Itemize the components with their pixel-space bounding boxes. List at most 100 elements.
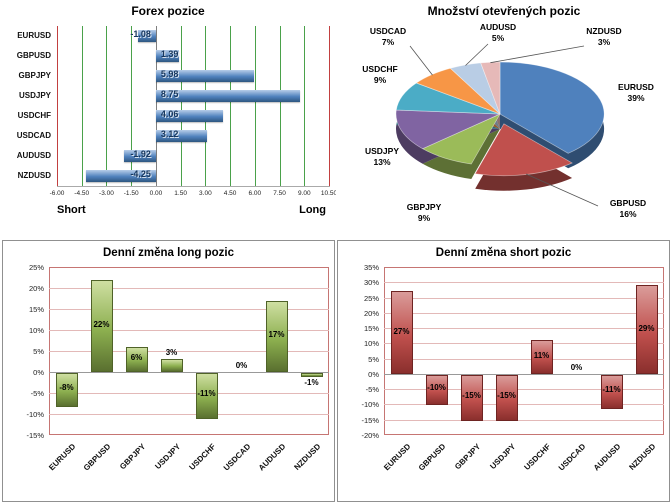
value-label: -11% (602, 384, 621, 394)
x-gridline (180, 26, 182, 186)
value-label: 27% (393, 326, 410, 336)
y-tick-label: 0% (368, 369, 379, 379)
y-tick-label: 0% (33, 368, 44, 377)
x-gridline (230, 26, 232, 186)
bar (85, 170, 156, 182)
forex-chart-title: Forex pozice (131, 4, 205, 18)
plot-area (384, 267, 664, 435)
value-label: 6% (130, 353, 143, 363)
pie-label-pct: 13% (373, 157, 391, 168)
pie-slice (480, 61, 501, 115)
x-gridline (106, 26, 108, 186)
pie-label-name: NZDUSD (586, 26, 622, 36)
y-gridline (384, 328, 664, 330)
long-axis-label: Long (299, 204, 326, 216)
short-axis-label: Short (57, 204, 86, 216)
short-chart-title: Denní změna short pozic (435, 247, 572, 259)
category-label: GBPJPY (18, 71, 51, 80)
x-tick-label: -4.50 (74, 190, 90, 197)
plot-right-border (329, 26, 330, 186)
zero-line (384, 373, 664, 375)
plot-left-border (57, 26, 58, 186)
y-tick-label: -15% (26, 431, 44, 440)
value-label: 3.12 (160, 129, 179, 139)
pie-label: NZDUSD 3% (569, 26, 639, 48)
value-label: 22% (93, 319, 110, 329)
bar (124, 150, 156, 162)
x-gridline (81, 26, 83, 186)
pie-label-name: GBPJPY (406, 202, 442, 212)
pie-label-pct: 39% (627, 93, 645, 104)
bar (600, 374, 623, 409)
long-chart-title: Denní změna long pozic (103, 247, 234, 259)
open-positions-pie-chart: Množství otevřených pozic EURUSD 39% GBPUS… (336, 0, 672, 238)
value-label: 0% (235, 361, 248, 370)
pie-label-name: USDJPY (364, 146, 399, 156)
y-tick-label: -15% (361, 415, 379, 425)
y-gridline (384, 389, 664, 391)
leader-line (465, 43, 489, 66)
bar (195, 373, 218, 420)
x-tick-label: 6.00 (248, 190, 262, 197)
pie-slice (395, 109, 501, 150)
category-label: NZDUSD (17, 171, 51, 180)
plot-baseline (57, 186, 330, 187)
pie-label-pct: 3% (597, 37, 611, 48)
pie-label: GBPJPY 9% (389, 202, 459, 224)
bar (495, 374, 518, 421)
value-label: -1.92 (130, 149, 151, 159)
leader-line (490, 45, 585, 64)
pie-label: AUDUSD 5% (463, 22, 533, 44)
x-tick-label: 0.00 (149, 190, 163, 197)
y-tick-label: 10% (363, 339, 379, 349)
y-tick-label: 25% (28, 263, 44, 272)
value-label: 4.06 (160, 109, 179, 119)
bar (90, 279, 113, 372)
value-label: -1% (304, 378, 319, 388)
y-gridline (49, 351, 329, 352)
x-tick-label: 4.50 (223, 190, 237, 197)
y-tick-label: -5% (365, 385, 379, 395)
forex-positions-chart: Forex pozice Short Long -6.00 -4.50 -3.00 -… (0, 0, 337, 238)
y-gridline (49, 330, 329, 331)
category-label: USDCAD (16, 131, 51, 140)
y-tick-label: 30% (363, 278, 379, 288)
category-label: AUDUSD (16, 151, 51, 160)
x-tick-label: -6.00 (49, 190, 65, 197)
value-label: -1.08 (130, 29, 151, 39)
value-label: 8.75 (160, 89, 179, 99)
x-tick-label: 10.50 (320, 190, 338, 197)
value-label: 17% (268, 330, 285, 340)
bar (55, 373, 78, 407)
bar (635, 285, 658, 374)
y-tick-label: 25% (363, 293, 379, 303)
pie-label-name: USDCHF (362, 64, 398, 74)
leader-line (525, 173, 599, 207)
bar (125, 346, 148, 372)
x-tick-label: -3.00 (99, 190, 114, 197)
bar (155, 70, 255, 82)
pie-label-pct: 5% (491, 33, 505, 44)
y-gridline (384, 358, 664, 360)
x-tick-label: 3.00 (199, 190, 212, 197)
category-label: USDJPY (18, 91, 51, 100)
bar (390, 291, 413, 374)
x-gridline (131, 26, 133, 186)
bar (425, 374, 448, 406)
zero-axis-line (155, 26, 157, 186)
y-gridline (384, 343, 664, 345)
bar (160, 359, 183, 372)
x-gridline (304, 26, 306, 186)
value-label: -8% (59, 382, 74, 392)
x-tick-label: 9.00 (297, 190, 311, 197)
bar (155, 130, 208, 142)
pie-label-pct: 9% (373, 75, 387, 86)
y-tick-label: -10% (26, 410, 44, 419)
pie-label: USDCHF 9% (345, 64, 415, 86)
y-gridline (49, 288, 329, 289)
pie-label-pct: 9% (417, 213, 431, 224)
value-label: -15% (497, 390, 516, 400)
y-gridline (384, 312, 664, 314)
pie-label: GBPUSD 16% (593, 198, 663, 220)
